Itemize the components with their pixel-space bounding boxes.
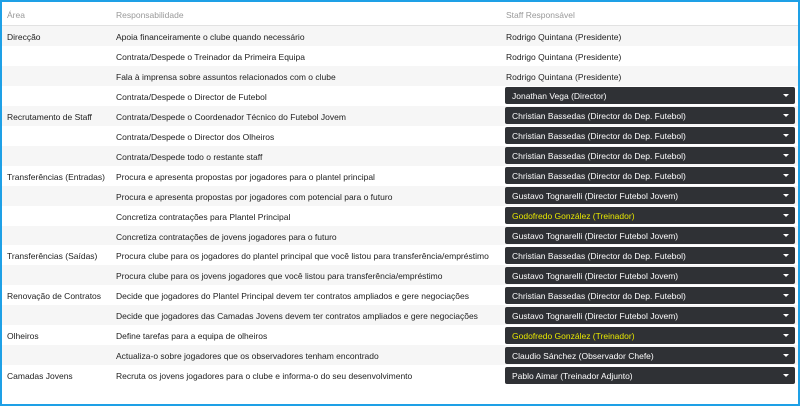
staff-dropdown[interactable]: Gustavo Tognarelli (Director Futebol Jov… xyxy=(505,187,795,205)
responsibility-cell: Procura clube para os jogadores do plant… xyxy=(116,251,489,262)
responsibility-cell: Actualiza-o sobre jogadores que os obser… xyxy=(116,351,379,362)
table-row: Procura clube para os jovens jogadores q… xyxy=(2,265,798,286)
staff-selected-value: Gustavo Tognarelli (Director Futebol Jov… xyxy=(512,310,679,321)
chevron-down-icon xyxy=(783,154,789,158)
staff-selected-value: Christian Bassedas (Director do Dep. Fut… xyxy=(512,250,686,261)
table-row: Concretiza contratações de jovens jogado… xyxy=(2,225,798,246)
responsibility-cell: Define tarefas para a equipa de olheiros xyxy=(116,331,268,342)
responsibility-cell: Contrata/Despede o Director dos Olheiros xyxy=(116,131,275,142)
area-cell: Olheiros xyxy=(7,331,39,342)
chevron-down-icon xyxy=(783,353,789,357)
table-row: Contrata/Despede o Treinador da Primeira… xyxy=(2,46,798,66)
staff-selected-value: Claudio Sánchez (Observador Chefe) xyxy=(512,350,654,361)
area-cell: Camadas Jovens xyxy=(7,371,73,382)
staff-selected-value: Christian Bassedas (Director do Dep. Fut… xyxy=(512,151,686,162)
area-cell: Transferências (Saídas) xyxy=(7,251,98,262)
responsibility-cell: Procura e apresenta propostas por jogado… xyxy=(116,191,393,202)
staff-selected-value: Christian Bassedas (Director do Dep. Fut… xyxy=(512,131,686,142)
responsibility-cell: Decide que jogadores das Camadas Jovens … xyxy=(116,311,478,322)
table-row: Contrata/Despede todo o restante staff Ch… xyxy=(2,145,798,166)
staff-dropdown[interactable]: Christian Bassedas (Director do Dep. Fut… xyxy=(505,246,795,264)
responsibility-cell: Concretiza contratações para Plantel Pri… xyxy=(116,211,291,222)
responsibility-cell: Fala à imprensa sobre assuntos relaciona… xyxy=(116,71,336,82)
responsibility-cell: Procura e apresenta propostas por jogado… xyxy=(116,171,375,182)
chevron-down-icon xyxy=(783,373,789,377)
table-row: Transferências (Entradas) Procura e apres… xyxy=(2,166,798,186)
area-cell: Renovação de Contratos xyxy=(7,291,102,302)
table-row: Renovação de Contratos Decide que jogador… xyxy=(2,285,798,305)
chevron-down-icon xyxy=(783,194,789,198)
responsibility-cell: Procura clube para os jovens jogadores q… xyxy=(116,271,443,282)
header-staff: Staff Responsável xyxy=(506,10,575,20)
chevron-down-icon xyxy=(783,174,789,178)
staff-cell: Rodrigo Quintana (Presidente) xyxy=(506,32,622,42)
staff-dropdown[interactable]: Jonathan Vega (Director) xyxy=(505,87,795,105)
staff-selected-value: Jonathan Vega (Director) xyxy=(512,91,607,102)
responsibility-cell: Contrata/Despede o Director de Futebol xyxy=(116,91,267,102)
area-cell: Recrutamento de Staff xyxy=(7,111,92,122)
table-header: Área Responsabilidade Staff Responsável xyxy=(2,2,798,26)
staff-selected-value: Christian Bassedas (Director do Dep. Fut… xyxy=(512,290,686,301)
chevron-down-icon xyxy=(783,134,789,138)
chevron-down-icon xyxy=(783,293,789,297)
chevron-down-icon xyxy=(783,214,789,218)
header-responsibility: Responsabilidade xyxy=(116,10,184,20)
staff-cell: Rodrigo Quintana (Presidente) xyxy=(506,71,622,82)
staff-dropdown[interactable]: Godofredo González (Treinador) xyxy=(505,207,795,225)
staff-dropdown[interactable]: Pablo Aimar (Treinador Adjunto) xyxy=(505,366,795,384)
table-row: Camadas Jovens Recruta os jovens jogadore… xyxy=(2,365,798,385)
header-area: Área xyxy=(7,10,25,20)
table-row: Recrutamento de Staff Contrata/Despede o … xyxy=(2,105,798,126)
table-row: Contrata/Despede o Director de Futebol Jo… xyxy=(2,86,798,106)
staff-selected-value: Gustavo Tognarelli (Director Futebol Jov… xyxy=(512,231,679,241)
table-row: Concretiza contratações para Plantel Pri… xyxy=(2,206,798,226)
chevron-down-icon xyxy=(783,114,789,118)
staff-dropdown[interactable]: Christian Bassedas (Director do Dep. Fut… xyxy=(505,107,795,125)
staff-selected-value: Gustavo Tognarelli (Director Futebol Jov… xyxy=(512,270,679,281)
responsibility-cell: Decide que jogadores do Plantel Principa… xyxy=(116,291,469,302)
staff-dropdown[interactable]: Gustavo Tognarelli (Director Futebol Jov… xyxy=(505,266,795,284)
responsibility-cell: Apoia financeiramente o clube quando nec… xyxy=(116,32,305,42)
staff-dropdown[interactable]: Christian Bassedas (Director do Dep. Fut… xyxy=(505,147,795,165)
staff-dropdown[interactable]: Gustavo Tognarelli (Director Futebol Jov… xyxy=(505,306,795,324)
staff-dropdown[interactable]: Claudio Sánchez (Observador Chefe) xyxy=(505,346,795,364)
responsibility-cell: Recruta os jovens jogadores para o clube… xyxy=(116,371,413,382)
responsibility-cell: Contrata/Despede todo o restante staff xyxy=(116,151,263,162)
table-row: Actualiza-o sobre jogadores que os obser… xyxy=(2,345,798,366)
staff-dropdown[interactable]: Godofredo González (Treinador) xyxy=(505,326,795,344)
chevron-down-icon xyxy=(783,234,789,237)
staff-selected-value: Godofredo González (Treinador) xyxy=(512,330,635,341)
table-row: Contrata/Despede o Director dos Olheiros… xyxy=(2,126,798,146)
chevron-down-icon xyxy=(783,253,789,257)
table-row: Procura e apresenta propostas por jogado… xyxy=(2,185,798,206)
responsibility-cell: Contrata/Despede o Coordenador Técnico d… xyxy=(116,111,346,122)
staff-cell: Rodrigo Quintana (Presidente) xyxy=(506,51,622,62)
staff-selected-value: Christian Bassedas (Director do Dep. Fut… xyxy=(512,111,686,122)
table-row: Olheiros Define tarefas para a equipa de … xyxy=(2,325,798,345)
chevron-down-icon xyxy=(783,94,789,98)
staff-dropdown[interactable]: Christian Bassedas (Director do Dep. Fut… xyxy=(505,286,795,304)
staff-selected-value: Gustavo Tognarelli (Director Futebol Jov… xyxy=(512,191,679,202)
chevron-down-icon xyxy=(783,313,789,317)
staff-selected-value: Pablo Aimar (Treinador Adjunto) xyxy=(512,370,633,381)
responsibility-cell: Concretiza contratações de jovens jogado… xyxy=(116,231,337,242)
staff-selected-value: Godofredo González (Treinador) xyxy=(512,211,635,222)
responsibility-cell: Contrata/Despede o Treinador da Primeira… xyxy=(116,51,305,62)
chevron-down-icon xyxy=(783,333,789,337)
staff-selected-value: Christian Bassedas (Director do Dep. Fut… xyxy=(512,171,686,182)
table-row: Direcção Apoia financeiramente o clube qu… xyxy=(2,26,798,46)
table-row: Fala à imprensa sobre assuntos relaciona… xyxy=(2,65,798,86)
chevron-down-icon xyxy=(783,273,789,277)
area-cell: Transferências (Entradas) xyxy=(7,171,105,182)
staff-dropdown[interactable]: Gustavo Tognarelli (Director Futebol Jov… xyxy=(505,227,795,244)
staff-dropdown[interactable]: Christian Bassedas (Director do Dep. Fut… xyxy=(505,167,795,185)
table-row: Transferências (Saídas) Procura clube par… xyxy=(2,245,798,265)
area-cell: Direcção xyxy=(7,32,41,42)
table-row: Decide que jogadores das Camadas Jovens … xyxy=(2,305,798,326)
staff-dropdown[interactable]: Christian Bassedas (Director do Dep. Fut… xyxy=(505,127,795,145)
